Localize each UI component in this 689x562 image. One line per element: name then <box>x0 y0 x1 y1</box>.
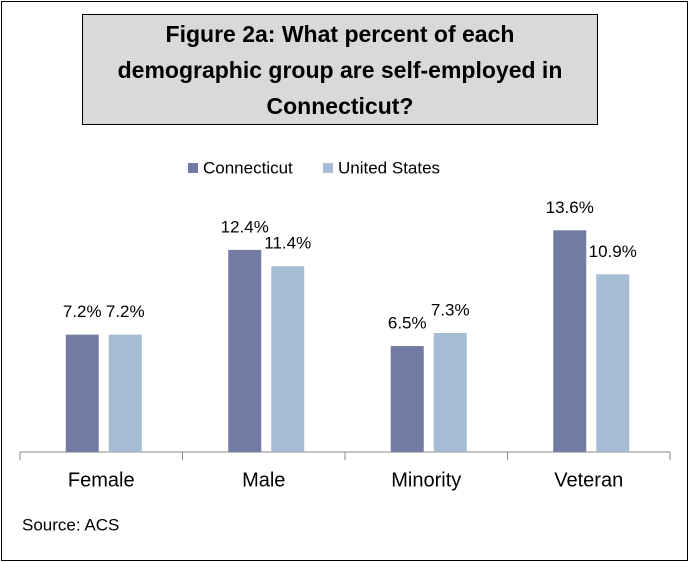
legend-label: United States <box>338 158 440 177</box>
x-tick-label: Veteran <box>554 469 623 491</box>
data-label: 7.2% <box>63 302 102 321</box>
data-label: 11.4% <box>264 234 311 253</box>
source-note: Source: ACS <box>22 515 119 534</box>
data-label: 10.9% <box>589 242 637 261</box>
legend-swatch <box>188 163 198 173</box>
bar <box>433 333 467 452</box>
legend-swatch <box>323 163 333 173</box>
data-label: 13.6% <box>546 198 594 217</box>
bar <box>271 266 305 452</box>
bar <box>108 334 142 452</box>
x-tick-label: Female <box>68 469 135 491</box>
bar <box>228 249 262 452</box>
bar <box>596 274 630 452</box>
data-label: 7.3% <box>431 300 470 319</box>
data-label: 6.5% <box>388 314 427 333</box>
data-label: 12.4% <box>221 217 269 236</box>
bar <box>65 334 99 452</box>
bar <box>553 230 587 452</box>
legend-label: Connecticut <box>203 158 293 177</box>
data-label: 7.2% <box>106 302 145 321</box>
x-tick-label: Minority <box>391 469 461 491</box>
bar <box>390 346 424 452</box>
x-tick-label: Male <box>242 469 285 491</box>
chart-title: Figure 2a: What percent of each demograp… <box>82 14 598 125</box>
